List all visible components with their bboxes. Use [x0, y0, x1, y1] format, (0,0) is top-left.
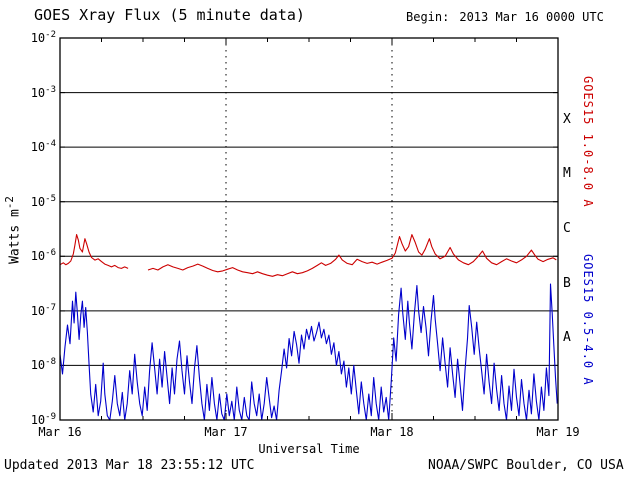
- updated-timestamp: Updated 2013 Mar 18 23:55:12 UTC: [4, 458, 255, 473]
- x-tick-label: Mar 18: [370, 425, 414, 439]
- flare-class-label-X: X: [563, 111, 571, 127]
- x-axis-title: Universal Time: [258, 442, 360, 456]
- y-tick-label: 10-2: [30, 30, 56, 45]
- x-tick-label: Mar 19: [536, 425, 580, 439]
- y-axis-title: Watts m-2: [3, 196, 23, 264]
- y-tick-label: 10-6: [30, 248, 56, 264]
- y-tick-label: 10-8: [30, 357, 56, 373]
- flare-class-label-B: B: [563, 275, 571, 291]
- x-tick-label: Mar 16: [38, 425, 82, 439]
- right-axis-label-short-channel: GOES15 0.5-4.0 A: [581, 254, 595, 386]
- y-tick-label: 10-5: [30, 193, 56, 209]
- y-tick-label: 10-9: [30, 412, 56, 427]
- source-attribution: NOAA/SWPC Boulder, CO USA: [428, 458, 624, 473]
- begin-label: Begin:: [406, 10, 450, 24]
- flare-class-label-M: M: [563, 166, 571, 182]
- flare-class-label-A: A: [563, 330, 571, 346]
- flare-class-label-C: C: [563, 221, 571, 236]
- x-tick-label: Mar 17: [204, 425, 248, 439]
- right-axis-label-long-channel: GOES15 1.0-8.0 A: [581, 76, 595, 208]
- y-tick-label: 10-4: [30, 139, 56, 155]
- begin-time: Begin: 2013 Mar 16 0000 UTC: [406, 10, 604, 24]
- begin-value: 2013 Mar 16 0000 UTC: [459, 10, 604, 24]
- y-tick-label: 10-3: [30, 84, 56, 100]
- page-title: GOES Xray Flux (5 minute data): [34, 6, 305, 24]
- y-tick-label: 10-7: [30, 302, 56, 318]
